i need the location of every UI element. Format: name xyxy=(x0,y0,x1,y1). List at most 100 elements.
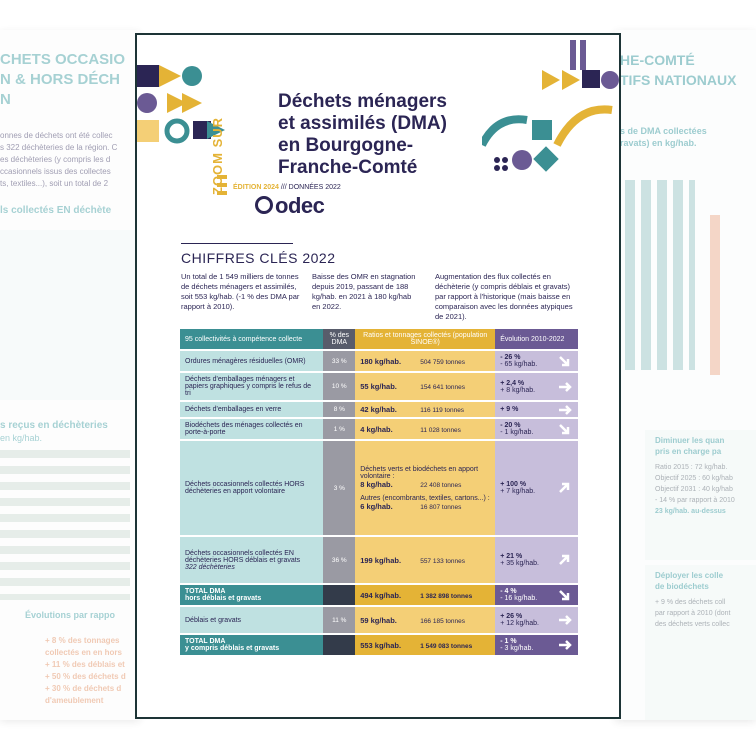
bg-left-unit: en kg/hab. xyxy=(0,433,43,443)
edition-label: ÉDITION 2024 /// DONNÉES 2022 xyxy=(233,184,341,191)
bg-left-heading: N xyxy=(0,91,11,108)
row-sub-label: Déchets verts et biodéchets en apport vo… xyxy=(360,465,479,480)
total-ratio-cell: 553 kg/hab. 1 549 083 tonnes xyxy=(355,635,496,655)
total-evo-kg: - 16 kg/hab. xyxy=(500,595,538,602)
total-label-sub: hors déblais et gravats xyxy=(185,595,262,602)
row-label-cell: Déchets occasionnels collectés EN déchèt… xyxy=(180,537,324,583)
bg-right-box-title: Diminuer les quan xyxy=(655,436,725,445)
logo-ring-icon xyxy=(255,196,273,215)
arrow-right-icon xyxy=(559,381,572,392)
bg-right-box-text: Objectif 2025 : 60 kg/hab xyxy=(655,475,733,482)
row-evo-kg: + 7 kg/hab. xyxy=(500,488,536,495)
total-ratio-cell: 494 kg/hab. 1 382 898 tonnes xyxy=(355,585,496,605)
background-page-left: CHETS OCCASIO N & HORS DÉCH N onnes de d… xyxy=(0,30,140,720)
total-label: TOTAL DMA xyxy=(185,638,226,645)
row-evolution-cell: + 26 % + 12 kg/hab. xyxy=(495,607,578,633)
total-share xyxy=(323,585,356,605)
key-figure-decheterie: Augmentation des flux collectés en déchè… xyxy=(435,272,573,321)
row-evo-kg: + 35 kg/hab. xyxy=(500,560,539,567)
row-tons: 154 641 tonnes xyxy=(420,384,466,391)
row-evolution-cell: + 100 % + 7 kg/hab. xyxy=(495,441,578,535)
total-label: TOTAL DMA xyxy=(185,588,226,595)
row-share: 10 % xyxy=(323,373,356,400)
table-row: Déchets d'emballages ménagers et papiers… xyxy=(180,373,578,400)
key-figure-total: Un total de 1 549 milliers de tonnes de … xyxy=(181,272,300,311)
row-share: 33 % xyxy=(323,351,356,371)
total-label-cell: TOTAL DMA y compris déblais et gravats xyxy=(180,635,324,655)
row-share: 1 % xyxy=(323,419,356,439)
row-ratio: 8 kg/hab. xyxy=(360,479,393,489)
edition-separator: /// xyxy=(278,184,289,191)
zoom-label: ZOOM SUR xyxy=(210,116,225,195)
row-ratio: 180 kg/hab. xyxy=(360,356,402,366)
total-tons: 1 549 083 tonnes xyxy=(420,642,473,650)
row-label: Déchets d'emballages ménagers et papiers… xyxy=(180,373,324,400)
logo-text: odec xyxy=(275,193,325,218)
bg-left-text: s 322 déchèteries de la région. C xyxy=(0,143,118,152)
document-page: ZOOM SUR Déchets ménagers et assimilés (… xyxy=(135,33,621,719)
row-evo-pct: + 26 % xyxy=(500,613,523,620)
row-evo-kg: + 12 kg/hab. xyxy=(500,620,539,627)
decorative-pattern-left-icon xyxy=(137,65,227,195)
bg-right-box-text: Ratio 2015 : 72 kg/hab. xyxy=(655,464,728,471)
bg-left-subheading: Évolutions par rappo xyxy=(25,610,116,620)
bg-right-box xyxy=(645,430,756,560)
row-tons: 11 028 tonnes xyxy=(420,426,461,434)
total-evolution-cell: - 1 % - 3 kg/hab. xyxy=(495,635,578,655)
row-evo-pct: + 100 % xyxy=(500,481,527,488)
bg-right-box-text: 23 kg/hab. au-dessus xyxy=(655,508,726,515)
row-ratio: 42 kg/hab. xyxy=(360,405,397,414)
row-evolution-cell: + 21 % + 35 kg/hab. xyxy=(495,537,578,583)
row-evolution-cell: + 2,4 % + 8 kg/hab. xyxy=(495,373,578,400)
row-tons: 166 185 tonnes xyxy=(420,617,466,625)
table-row: Déchets d'emballages en verre 8 % 42 kg/… xyxy=(180,402,578,417)
row-ratio-cell: Déchets verts et biodéchets en apport vo… xyxy=(355,441,496,535)
row-evolution-cell: - 20 % - 1 kg/hab. xyxy=(495,419,578,439)
section-title: CHIFFRES CLÉS 2022 xyxy=(181,250,336,266)
arrow-right-icon xyxy=(559,615,572,625)
bg-right-box-title: Déployer les colle xyxy=(655,571,724,580)
row-ratio-cell: 199 kg/hab. 557 133 tonnes xyxy=(355,537,496,583)
row-label-note: 322 déchèteries xyxy=(185,563,235,571)
table-row: Déblais et gravats 11 % 59 kg/hab. 166 18… xyxy=(180,607,578,633)
total-evolution-cell: - 4 % - 16 kg/hab. xyxy=(495,585,578,605)
row-label: Déchets d'emballages en verre xyxy=(180,402,324,417)
total-evo-pct: - 1 % xyxy=(500,638,517,645)
bg-left-bars xyxy=(0,450,130,600)
bg-left-evo: collectés en en hors xyxy=(45,648,122,657)
total-evo-kg: - 3 kg/hab. xyxy=(500,645,534,652)
row-ratio-cell: 4 kg/hab. 11 028 tonnes xyxy=(355,419,496,439)
bg-left-subheading: ls collectés EN déchète xyxy=(0,205,112,216)
row-label: Déblais et gravats xyxy=(180,607,324,633)
bg-right-heading: HE-COMTÉ xyxy=(620,52,695,68)
row-evolution-cell: + 9 % xyxy=(495,402,578,417)
total-evo-pct: - 4 % xyxy=(500,588,517,595)
page-title: Déchets ménagers et assimilés (DMA) en B… xyxy=(278,91,447,178)
arrow-up-right-icon xyxy=(559,554,570,565)
row-evo-kg: - 1 kg/hab. xyxy=(500,429,534,436)
total-ratio: 553 kg/hab. xyxy=(360,640,402,650)
bg-right-bar xyxy=(710,215,720,375)
row-label: Déchets occasionnels collectés EN déchèt… xyxy=(185,549,301,564)
bg-right-box-title: pris en charge pa xyxy=(655,447,722,456)
row-evo-pct: + 2,4 % xyxy=(500,379,525,387)
table-header-row: 95 collectivités à compétence collecte %… xyxy=(180,329,578,349)
odec-logo: odec xyxy=(255,193,325,219)
row-share: 36 % xyxy=(323,537,356,583)
bg-right-box-text: des déchets verts collec xyxy=(655,621,730,628)
total-label-cell: TOTAL DMA hors déblais et gravats xyxy=(180,585,324,605)
bg-right-box-text: par rapport à 2010 (dont xyxy=(655,610,731,617)
row-tons: 116 119 tonnes xyxy=(420,407,465,414)
bg-left-evo: + 8 % des tonnages xyxy=(45,636,120,645)
bg-left-evo: d'ameublement xyxy=(45,696,104,705)
total-row: TOTAL DMA hors déblais et gravats 494 kg/… xyxy=(180,585,578,605)
header-evolution: Évolution 2010-2022 xyxy=(495,329,578,349)
row-evo-kg: - 65 kg/hab. xyxy=(500,361,538,368)
bg-left-text: ts, textiles...), soit un total de 2 xyxy=(0,179,109,188)
background-page-right: HE-COMTÉ TIFS NATIONAUX s de DMA collect… xyxy=(615,30,756,720)
table-row: Déchets occasionnels collectés HORS déch… xyxy=(180,441,578,535)
bg-left-evo: + 50 % des déchets d xyxy=(45,672,126,681)
key-figures-table: 95 collectivités à compétence collecte %… xyxy=(180,327,578,657)
row-label: Ordures ménagères résiduelles (OMR) xyxy=(180,351,324,371)
edition-year: ÉDITION 2024 xyxy=(233,184,279,191)
